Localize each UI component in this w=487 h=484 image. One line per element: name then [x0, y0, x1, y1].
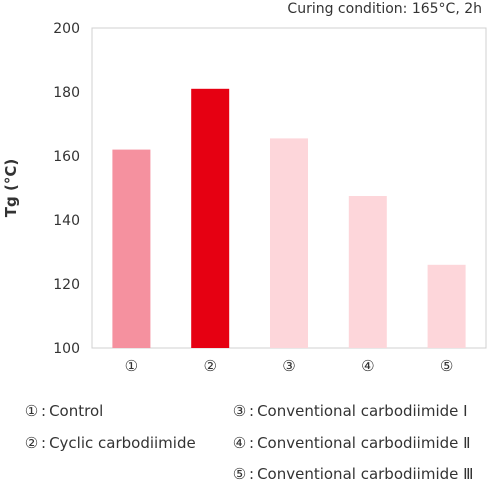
legend-symbol: ⑤	[232, 465, 247, 483]
legend-item-4: ④: Conventional carbodiimide Ⅱ	[230, 434, 471, 452]
bar-chart: Curing condition: 165°C, 2h Tg (°C) 100 1…	[2, 1, 487, 375]
bar	[348, 196, 387, 348]
legend-symbol: ②	[24, 434, 39, 452]
legend-separator: :	[249, 465, 255, 483]
x-tick-label: ④	[361, 357, 374, 375]
y-axis-label: Tg (°C)	[2, 159, 20, 217]
legend-label: Control	[49, 402, 104, 420]
legend-item-1: ①: Control	[22, 402, 104, 420]
y-tick-label: 200	[53, 21, 80, 37]
legend-item-3: ③: Conventional carbodiimide Ⅰ	[230, 402, 468, 420]
chart-title: Curing condition: 165°C, 2h	[287, 1, 482, 17]
legend-separator: :	[41, 402, 47, 420]
x-tick-label: ⑤	[440, 357, 453, 375]
y-tick-label: 140	[53, 213, 80, 229]
legend-label: Conventional carbodiimide Ⅱ	[257, 434, 471, 452]
legend-label: Cyclic carbodiimide	[49, 434, 196, 452]
legend-separator: :	[249, 434, 255, 452]
y-tick-label: 180	[53, 85, 80, 101]
legend-symbol: ④	[232, 434, 247, 452]
legend-symbol: ①	[24, 402, 39, 420]
bar	[270, 138, 308, 348]
legend-label: Conventional carbodiimide Ⅲ	[257, 465, 474, 483]
legend-item-2: ②: Cyclic carbodiimide	[22, 434, 196, 452]
x-tick-label: ②	[203, 357, 216, 375]
x-tick-label: ①	[125, 357, 138, 375]
legend-label: Conventional carbodiimide Ⅰ	[257, 402, 468, 420]
legend-symbol: ③	[232, 402, 247, 420]
y-tick-label: 120	[53, 277, 80, 293]
bar	[427, 264, 466, 348]
bar	[112, 149, 151, 348]
y-tick-label: 160	[53, 149, 80, 165]
bar	[191, 88, 230, 349]
x-tick-label: ③	[282, 357, 295, 375]
y-tick-label: 100	[53, 341, 80, 357]
legend-separator: :	[249, 402, 255, 420]
legend-separator: :	[41, 434, 47, 452]
legend-item-5: ⑤: Conventional carbodiimide Ⅲ	[230, 465, 474, 483]
